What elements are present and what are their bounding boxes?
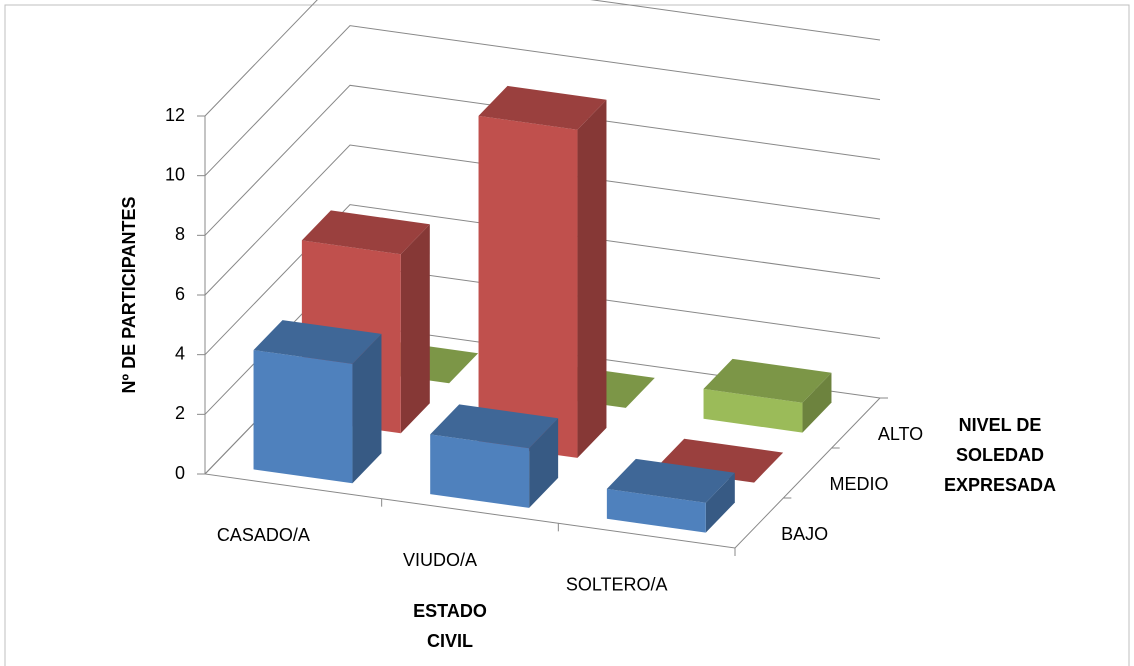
y-tick-label: 10 [165, 164, 185, 184]
grid-line [204, 204, 881, 356]
bar-front [430, 434, 530, 508]
bar [253, 320, 382, 484]
bar [478, 85, 607, 458]
y-tick-label: 4 [175, 343, 185, 363]
bar-side [577, 99, 607, 458]
x-tick-label: SOLTERO/A [566, 574, 668, 594]
grid-line [204, 0, 881, 117]
z-tick-label: MEDIO [830, 474, 889, 494]
bar-side [705, 472, 735, 533]
bar-front [703, 388, 803, 433]
axis-line [204, 116, 881, 549]
bar [430, 404, 559, 508]
bar-side [352, 333, 382, 484]
x-axis-title: ESTADO CIVIL [413, 601, 487, 651]
bar-side [400, 224, 430, 434]
y-tick-label: 12 [165, 105, 185, 125]
z-axis-title: NIVEL DE SOLEDAD EXPRESADA [943, 415, 1057, 495]
y-tick-label: 8 [175, 224, 185, 244]
x-tick-label: VIUDO/A [403, 550, 477, 570]
y-axis-title: Nº DE PARTICIPANTES [119, 197, 139, 394]
bar-side [802, 372, 832, 433]
bar [703, 358, 832, 433]
grid-line [204, 84, 881, 236]
bar-front [253, 350, 353, 484]
z-tick-label: ALTO [878, 424, 923, 444]
bar-front [478, 115, 578, 458]
y-tick-label: 2 [175, 403, 185, 423]
bar [606, 458, 735, 533]
bar-top [253, 320, 382, 364]
grid-line [204, 25, 881, 177]
grid-line [204, 144, 881, 296]
bar-side [529, 418, 559, 508]
bar-top [703, 358, 832, 403]
x-tick-label: CASADO/A [217, 525, 310, 545]
y-tick-label: 0 [175, 463, 185, 483]
bar-top [430, 404, 559, 449]
bar-top [478, 85, 607, 130]
bar-top [301, 210, 430, 255]
bar-top [606, 458, 735, 503]
bar-front [606, 488, 706, 533]
y-tick-label: 6 [175, 284, 185, 304]
z-tick-label: BAJO [781, 524, 828, 544]
